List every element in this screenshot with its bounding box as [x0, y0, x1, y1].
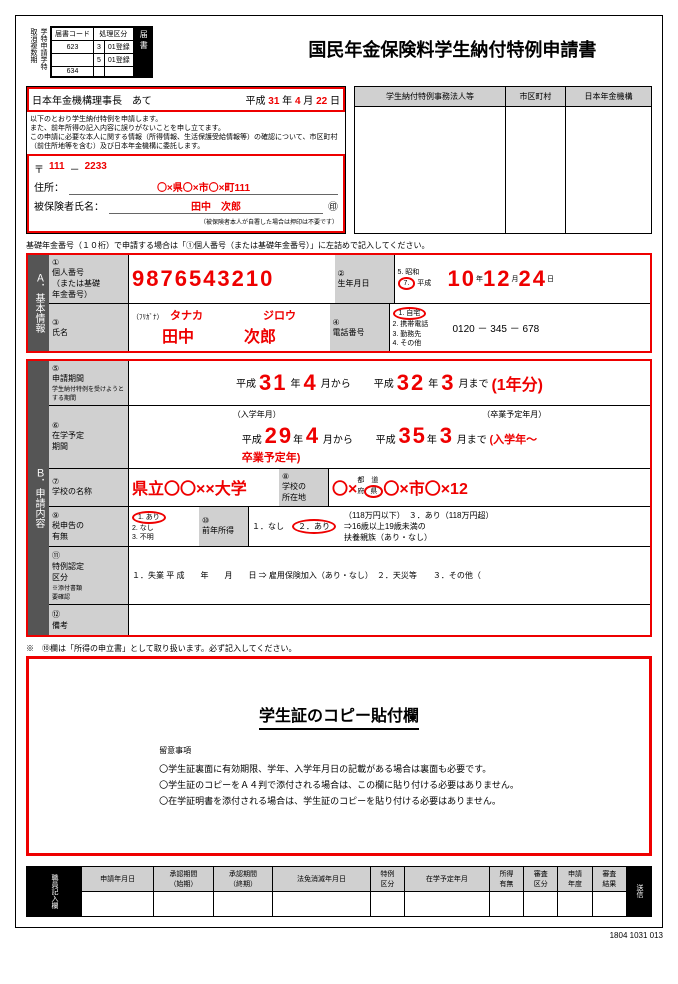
code-box: 届書コード処理区分 623301登録 501登録 634	[50, 26, 135, 78]
instruction-note: 基礎年金番号（１０桁）で申請する場合は「①個人番号（または基礎年金番号）」に左詰…	[26, 240, 652, 251]
address-field[interactable]: 〇×県〇×市〇×町111	[69, 179, 338, 195]
pension-number[interactable]: 9876543210	[132, 266, 274, 292]
page-title: 国民年金保険料学生納付特例申請書	[253, 26, 652, 78]
office-table: 学生納付特例事務法人等市区町村日本年金機構	[354, 86, 652, 234]
applicant-box: 日本年金機構理事長 あて 平成 31 年 4 月 22 日 以下のとおり学生納付…	[26, 86, 346, 234]
footer-table: 職員記入欄 申請年月日承認期間 （始期）承認期間 （終期） 法免消滅年月日特例 …	[26, 866, 652, 917]
section-a: Ａ．基本情報 ① 個人番号 （または基礎 年金番号） 9876543210 ② …	[26, 253, 652, 352]
addressee: 日本年金機構理事長 あて	[32, 92, 152, 107]
attachment-area: 学生証のコピー貼付欄 留意事項 〇学生証裏面に有効期限、学年、入学年月日の記載が…	[26, 656, 652, 856]
form-type-label: 届書	[135, 26, 153, 78]
footer-code: 1804 1031 013	[15, 931, 663, 940]
declaration-text: 以下のとおり学生納付特例を申請します。 また、前年所得の記入内容に誤りがないこと…	[27, 112, 345, 154]
remarks-field[interactable]	[129, 605, 650, 635]
phone-field[interactable]: 0120 － 345 － 678	[450, 304, 651, 350]
name-field[interactable]: 田中 次郎	[109, 198, 323, 214]
note2: ※ ⑩欄は「所得の申立書」として取り扱います。必ず記入してください。	[26, 643, 652, 654]
code-side-label: 学特申請学特取消複数期	[26, 26, 50, 78]
school-name[interactable]: 県立〇〇××大学	[132, 475, 247, 499]
section-b: Ｂ．申請内容 ⑤ 申請期間学生納付特例を受けようとする期間 平成 31年 4 月…	[26, 359, 652, 637]
